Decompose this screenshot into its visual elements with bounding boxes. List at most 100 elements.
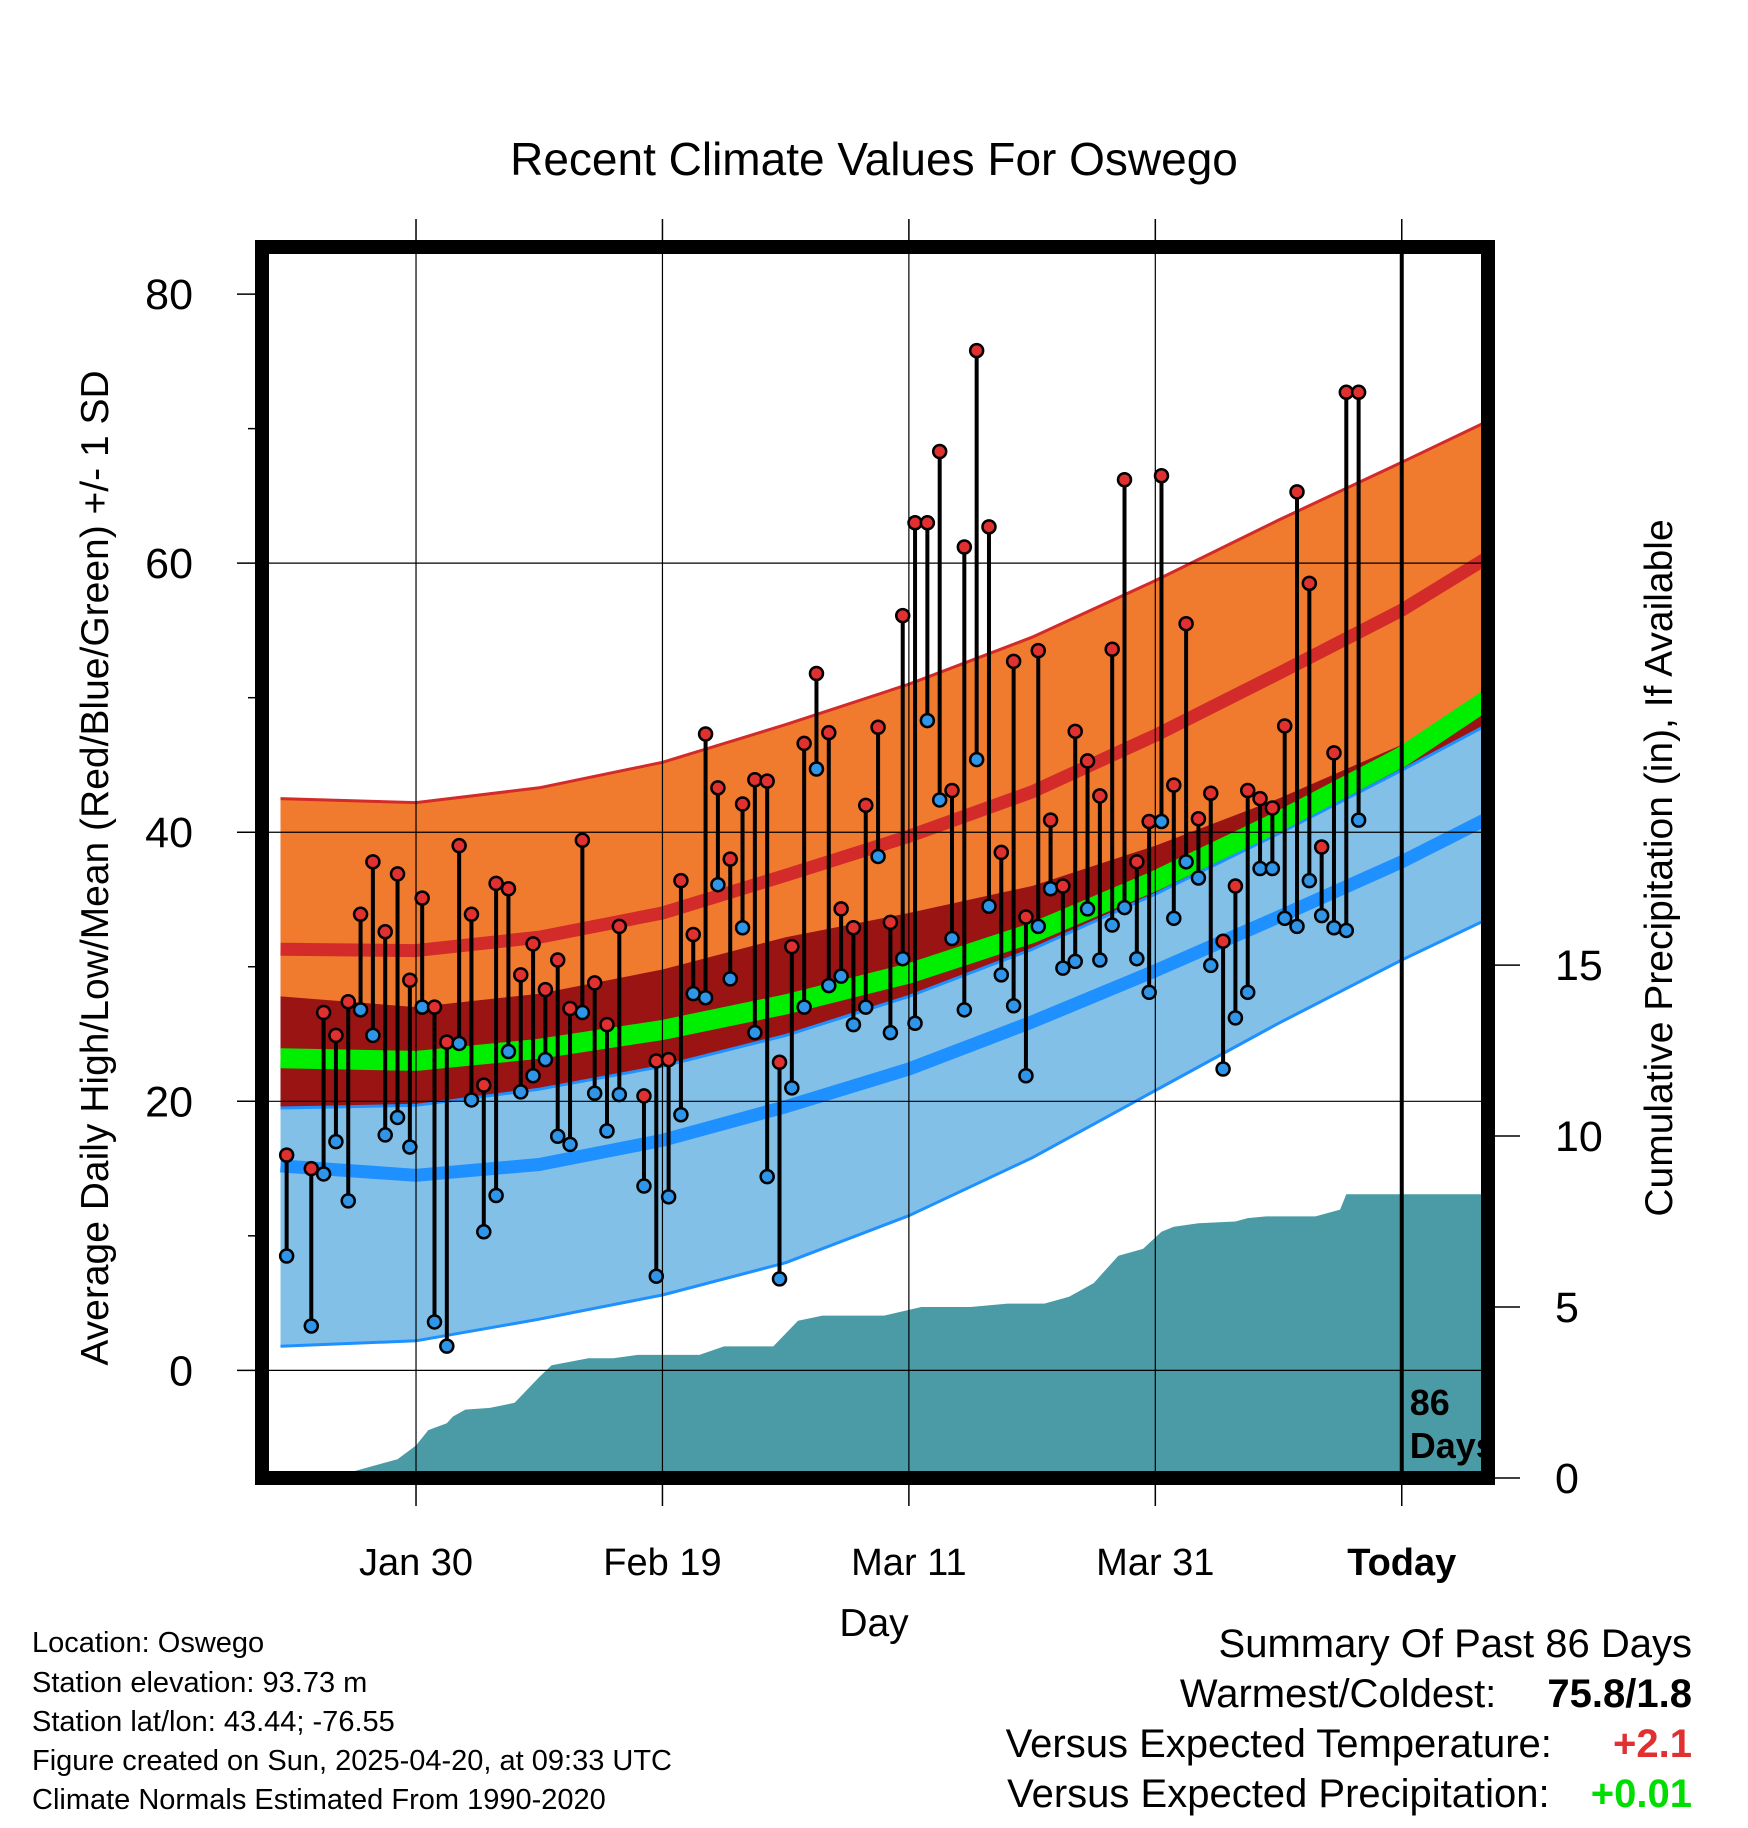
obs-high-point xyxy=(513,967,529,983)
obs-high-point xyxy=(537,981,554,998)
x-axis-label: Day xyxy=(839,1602,909,1645)
obs-low-point xyxy=(722,971,738,987)
obs-low-point xyxy=(537,1051,554,1068)
obs-high-point xyxy=(808,665,825,682)
summary-warmest: Warmest/Coldest: 75.8/1.8 xyxy=(1180,1672,1692,1717)
obs-low-point xyxy=(784,1080,800,1096)
obs-high-point xyxy=(278,1147,295,1163)
obs-low-point xyxy=(574,1004,591,1021)
obs-low-point xyxy=(365,1027,381,1044)
obs-low-point xyxy=(907,1015,923,1032)
precip-label: Versus Expected Precipitation: xyxy=(1007,1772,1550,1816)
obs-low-point xyxy=(759,1168,775,1185)
obs-high-point xyxy=(1313,839,1330,855)
y2-tick-label: 15 xyxy=(1555,942,1603,990)
obs-low-point xyxy=(1055,960,1071,976)
obs-low-point xyxy=(389,1109,406,1126)
obs-low-point xyxy=(352,1002,369,1018)
obs-high-point xyxy=(549,952,566,968)
obs-low-point xyxy=(833,968,849,984)
obs-low-point xyxy=(1264,860,1281,877)
obs-high-point xyxy=(463,906,480,923)
y-tick-label: 20 xyxy=(145,1078,193,1126)
obs-low-point xyxy=(1326,919,1342,936)
obs-low-point xyxy=(328,1133,344,1150)
obs-low-point xyxy=(1067,953,1083,970)
obs-low-point xyxy=(1129,950,1145,967)
obs-low-point xyxy=(525,1067,541,1084)
y-tick-label: 60 xyxy=(145,540,193,588)
obs-high-point xyxy=(525,936,541,952)
obs-low-point xyxy=(1166,910,1182,927)
obs-high-point xyxy=(1141,813,1157,830)
obs-low-point xyxy=(426,1314,443,1330)
obs-high-point xyxy=(1239,782,1256,799)
obs-high-point xyxy=(968,342,985,359)
obs-high-point xyxy=(1166,777,1182,793)
obs-low-point xyxy=(796,999,812,1015)
obs-low-point xyxy=(993,967,1010,983)
obs-low-point xyxy=(476,1224,492,1240)
obs-high-point xyxy=(1190,811,1207,827)
obs-high-point xyxy=(365,854,381,870)
y-tick-label: 80 xyxy=(145,271,193,319)
obs-high-point xyxy=(710,780,726,796)
obs-low-point xyxy=(340,1193,357,1209)
obs-high-point xyxy=(426,999,443,1015)
obs-high-point xyxy=(882,914,899,931)
obs-low-point xyxy=(1289,918,1305,935)
obs-low-point xyxy=(586,1085,603,1101)
x-tick-label: Today xyxy=(1347,1542,1456,1584)
obs-high-point xyxy=(697,726,714,742)
obs-low-point xyxy=(747,1024,763,1041)
station-latlon: Station lat/lon: 43.44; -76.55 xyxy=(32,1706,395,1738)
obs-high-point xyxy=(722,851,738,867)
obs-low-point xyxy=(636,1178,652,1194)
obs-low-point xyxy=(894,950,911,967)
obs-high-point xyxy=(1030,642,1047,659)
obs-high-point xyxy=(389,866,406,882)
obs-low-point xyxy=(981,898,997,914)
obs-low-point xyxy=(1227,1010,1244,1026)
obs-high-point xyxy=(414,890,430,906)
obs-low-point xyxy=(919,712,936,729)
summary-temperature: Versus Expected Temperature: +2.1 xyxy=(1006,1722,1692,1767)
obs-high-point xyxy=(858,797,874,814)
figure-created: Figure created on Sun, 2025-04-20, at 09… xyxy=(32,1745,672,1777)
obs-high-point xyxy=(845,919,862,936)
obs-low-point xyxy=(1005,998,1022,1014)
obs-low-point xyxy=(870,848,886,865)
y2-tick-label: 10 xyxy=(1555,1113,1603,1161)
obs-low-point xyxy=(414,999,430,1015)
obs-high-point xyxy=(784,938,800,955)
x-tick-label: Mar 31 xyxy=(1096,1542,1214,1584)
obs-high-point xyxy=(586,975,603,991)
obs-high-point xyxy=(1116,471,1133,488)
obs-high-point xyxy=(1227,878,1244,894)
obs-low-point xyxy=(734,919,751,936)
obs-high-point xyxy=(833,901,849,917)
obs-high-point xyxy=(870,719,886,736)
obs-high-point xyxy=(1276,718,1293,734)
precipitation-area xyxy=(280,1194,1488,1478)
obs-high-point xyxy=(500,880,517,897)
obs-high-point xyxy=(993,844,1010,861)
obs-low-point xyxy=(1252,860,1268,877)
obs-low-point xyxy=(278,1248,295,1264)
summary-precipitation: Versus Expected Precipitation: +0.01 xyxy=(1007,1772,1692,1817)
x-tick-label: Mar 11 xyxy=(851,1542,966,1584)
obs-low-point xyxy=(1018,1067,1034,1084)
obs-high-point xyxy=(1129,854,1145,870)
obs-low-point xyxy=(611,1086,628,1103)
obs-high-point xyxy=(1326,745,1342,761)
today-days-label: Days xyxy=(1410,1425,1496,1466)
obs-low-point xyxy=(599,1123,615,1139)
obs-low-point xyxy=(956,1002,973,1018)
obs-high-point xyxy=(981,519,997,535)
obs-low-point xyxy=(648,1268,665,1284)
chart-title: Recent Climate Values For Oswego xyxy=(510,133,1238,185)
obs-low-point xyxy=(1338,922,1355,939)
obs-low-point xyxy=(439,1338,455,1354)
y2-axis-label: Cumulative Precipitation (in), If Availa… xyxy=(1638,519,1681,1216)
obs-low-point xyxy=(1178,854,1194,870)
